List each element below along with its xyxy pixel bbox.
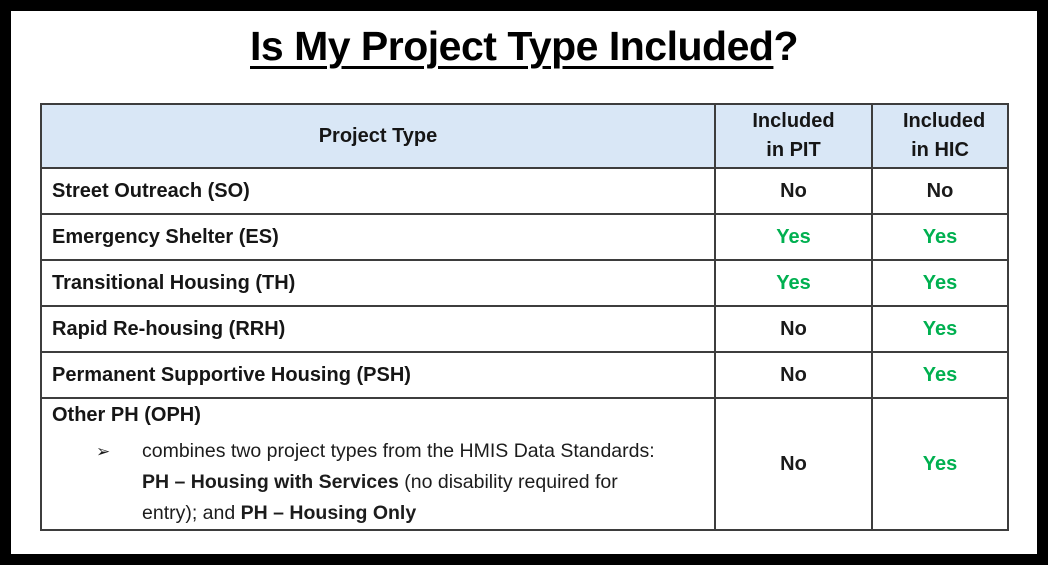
cell-hic: Yes [871,259,1009,307]
bullet-segment-bold: PH – Housing Only [240,502,417,524]
cell-hic: No [871,167,1009,215]
cell-project-type: Transitional Housing (TH) [40,259,716,307]
cell-project-type: Other PH (OPH) ➢ combines two project ty… [40,397,716,531]
cell-pit: Yes [714,259,873,307]
bullet-segment-bold: PH – Housing with Services [142,471,399,493]
header-project-type: Project Type [40,103,716,169]
cell-hic: Yes [871,397,1009,531]
other-ph-bullet-text: combines two project types from the HMIS… [142,436,674,529]
page-title: Is My Project Type Included? [11,23,1037,70]
table-row-permanent-supportive-housing: Permanent Supportive Housing (PSH) No Ye… [40,351,1009,399]
other-ph-bullet: ➢ combines two project types from the HM… [52,436,706,529]
table-row-transitional-housing: Transitional Housing (TH) Yes Yes [40,259,1009,307]
cell-pit: No [714,167,873,215]
project-type-inclusion-table: Project Type Included in PIT Included in… [40,103,1009,531]
page-title-text: Is My Project Type Included [250,23,774,69]
table-row-emergency-shelter: Emergency Shelter (ES) Yes Yes [40,213,1009,261]
table-row-other-ph: Other PH (OPH) ➢ combines two project ty… [40,397,1009,531]
cell-hic: Yes [871,351,1009,399]
cell-pit: No [714,397,873,531]
table-row-street-outreach: Street Outreach (SO) No No [40,167,1009,215]
bullet-segment: combines two project types from the HMIS… [142,440,655,462]
bullet-segment: (no disability required for entry); and [142,471,618,524]
cell-pit: Yes [714,213,873,261]
header-included-in-pit: Included in PIT [714,103,873,169]
arrow-bullet-icon: ➢ [96,442,111,461]
cell-project-type: Street Outreach (SO) [40,167,716,215]
cell-project-type: Emergency Shelter (ES) [40,213,716,261]
page-title-question-mark: ? [773,23,798,69]
other-ph-label: Other PH (OPH) [52,404,201,426]
table-header-row: Project Type Included in PIT Included in… [40,103,1009,169]
cell-pit: No [714,351,873,399]
cell-project-type: Rapid Re-housing (RRH) [40,305,716,353]
cell-pit: No [714,305,873,353]
cell-hic: Yes [871,305,1009,353]
header-included-in-hic: Included in HIC [871,103,1009,169]
cell-hic: Yes [871,213,1009,261]
cell-project-type: Permanent Supportive Housing (PSH) [40,351,716,399]
table-row-rapid-rehousing: Rapid Re-housing (RRH) No Yes [40,305,1009,353]
